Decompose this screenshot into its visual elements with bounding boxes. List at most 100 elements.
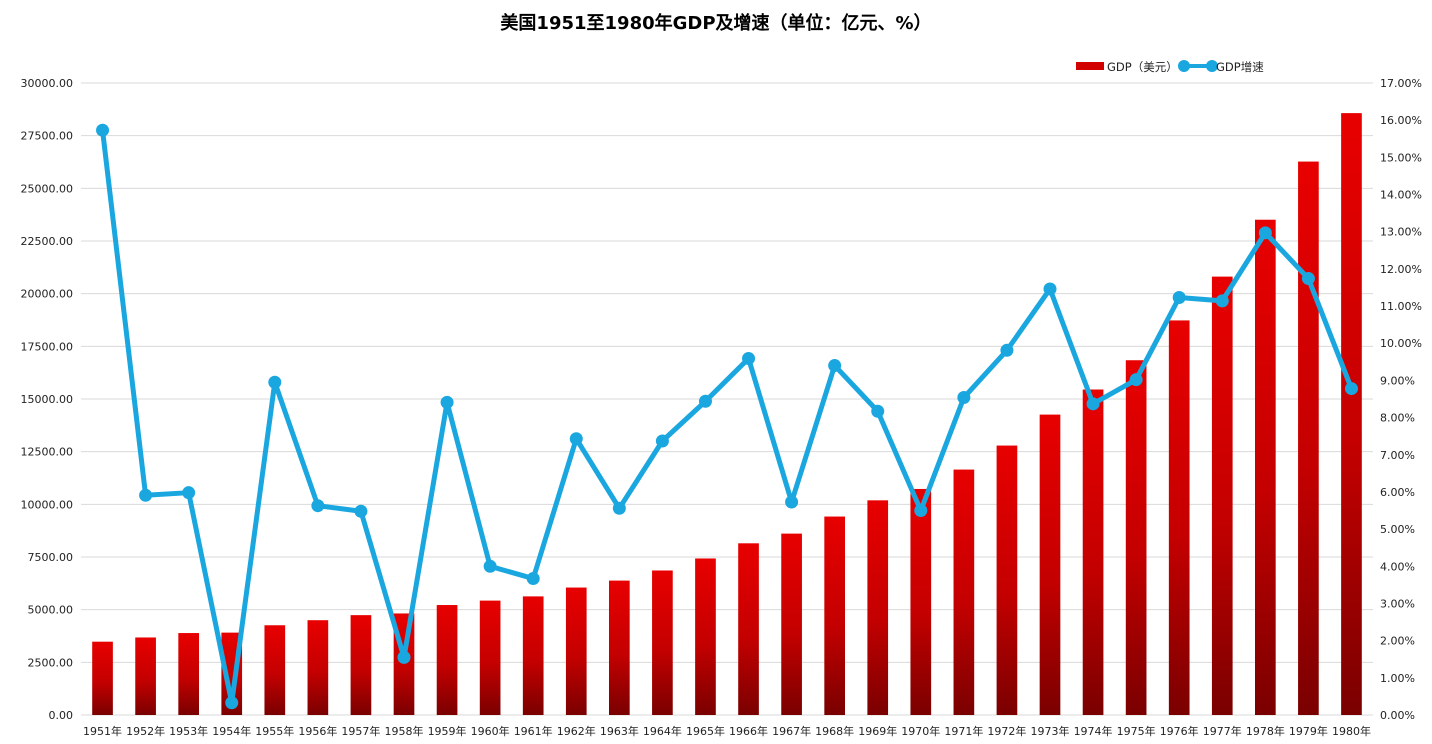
- right-tick-label: 6.00%: [1380, 486, 1415, 499]
- x-tick-label: 1962年: [557, 724, 596, 738]
- right-tick-label: 0.00%: [1380, 709, 1415, 722]
- gdp-bar: [178, 633, 200, 715]
- right-axis: 0.00% 1.00% 2.00% 3.00% 4.00% 5.00% 6.00% 7.00%…: [1380, 77, 1422, 722]
- x-tick-label: 1976年: [1160, 724, 1199, 738]
- growth-point: [957, 391, 971, 405]
- gdp-bar: [135, 637, 156, 715]
- gdp-bar: [652, 570, 673, 715]
- growth-point: [655, 434, 669, 448]
- right-tick-label: 14.00%: [1380, 189, 1422, 202]
- x-tick-label: 1951年: [83, 724, 122, 738]
- growth-point: [483, 559, 497, 573]
- gdp-bar: [738, 543, 759, 715]
- growth-point: [139, 488, 153, 502]
- growth-line: [96, 123, 1358, 710]
- gdp-bar: [479, 600, 501, 715]
- right-tick-label: 12.00%: [1380, 263, 1422, 276]
- x-tick-label: 1960年: [471, 724, 510, 738]
- growth-point: [612, 501, 626, 515]
- gdp-bar: [1254, 219, 1276, 716]
- gdp-bar: [565, 587, 587, 715]
- left-tick-label: 17500.00: [21, 340, 74, 353]
- growth-point: [1301, 272, 1315, 286]
- left-tick-label: 25000.00: [21, 182, 74, 195]
- right-tick-label: 17.00%: [1380, 77, 1422, 90]
- legend: GDP（美元） GDP增速: [1076, 60, 1264, 74]
- x-tick-label: 1972年: [987, 724, 1026, 738]
- legend-label-growth: GDP增速: [1216, 60, 1264, 74]
- right-tick-label: 16.00%: [1380, 114, 1422, 127]
- growth-point: [698, 394, 712, 408]
- right-tick-label: 13.00%: [1380, 226, 1422, 239]
- growth-point: [785, 495, 799, 509]
- gdp-bar: [436, 605, 458, 715]
- gdp-bar: [264, 625, 286, 715]
- growth-point: [914, 504, 928, 518]
- chart-title: 美国1951至1980年GDP及增速（单位：亿元、%）: [500, 12, 931, 34]
- left-tick-label: 20000.00: [21, 288, 74, 301]
- legend-swatch-gdp: [1076, 62, 1104, 70]
- gdp-bars: [92, 113, 1362, 716]
- x-tick-label: 1965年: [686, 724, 725, 738]
- growth-point: [354, 504, 368, 518]
- gdp-bar: [1125, 360, 1147, 715]
- x-tick-label: 1963年: [600, 724, 639, 738]
- gdp-bar: [1039, 414, 1061, 715]
- right-tick-label: 7.00%: [1380, 449, 1415, 462]
- left-tick-label: 10000.00: [21, 498, 74, 511]
- x-tick-label: 1953年: [169, 724, 208, 738]
- x-tick-label: 1969年: [858, 724, 897, 738]
- right-tick-label: 11.00%: [1380, 300, 1422, 313]
- gdp-bar: [695, 558, 716, 715]
- growth-point: [871, 404, 885, 418]
- right-tick-label: 10.00%: [1380, 337, 1422, 350]
- right-tick-label: 4.00%: [1380, 560, 1415, 573]
- gdp-bar: [608, 580, 630, 715]
- x-tick-label: 1952年: [126, 724, 165, 738]
- x-tick-label: 1955年: [255, 724, 294, 738]
- growth-point: [1172, 291, 1186, 305]
- x-tick-label: 1978年: [1246, 724, 1285, 738]
- left-tick-label: 15000.00: [21, 393, 74, 406]
- left-tick-label: 2500.00: [28, 656, 74, 669]
- left-axis: 0.00 2500.00 5000.00 7500.00 10000.00 12500.0…: [21, 77, 74, 722]
- x-tick-label: 1979年: [1289, 724, 1328, 738]
- growth-point: [440, 395, 454, 409]
- growth-point: [311, 499, 325, 513]
- gdp-bar: [824, 516, 846, 715]
- right-tick-label: 5.00%: [1380, 523, 1415, 536]
- left-tick-label: 0.00: [49, 709, 74, 722]
- growth-point: [1344, 382, 1358, 396]
- growth-point: [569, 432, 583, 446]
- gdp-bar: [867, 500, 889, 715]
- x-tick-label: 1973年: [1031, 724, 1070, 738]
- x-tick-label: 1967年: [772, 724, 811, 738]
- x-tick-label: 1975年: [1117, 724, 1156, 738]
- growth-point: [1043, 282, 1057, 296]
- growth-point: [526, 572, 540, 586]
- right-tick-label: 9.00%: [1380, 374, 1415, 387]
- right-tick-label: 2.00%: [1380, 635, 1415, 648]
- growth-point: [828, 359, 842, 373]
- x-tick-label: 1970年: [901, 724, 940, 738]
- x-tick-label: 1959年: [428, 724, 467, 738]
- right-tick-label: 15.00%: [1380, 151, 1422, 164]
- x-tick-label: 1966年: [729, 724, 768, 738]
- growth-line-path: [100, 129, 1354, 706]
- x-tick-label: 1956年: [298, 724, 337, 738]
- gdp-bar: [953, 469, 975, 715]
- x-tick-label: 1974年: [1074, 724, 1113, 738]
- gdp-bar: [781, 533, 802, 715]
- growth-point: [182, 486, 196, 500]
- x-tick-label: 1954年: [212, 724, 251, 738]
- growth-point: [742, 351, 756, 365]
- gdp-bar: [1211, 276, 1233, 715]
- growth-point: [1086, 397, 1100, 411]
- growth-point: [268, 375, 282, 389]
- x-tick-label: 1961年: [514, 724, 553, 738]
- gdp-bar: [996, 445, 1018, 715]
- growth-point: [1000, 343, 1014, 357]
- x-tick-label: 1980年: [1332, 724, 1371, 738]
